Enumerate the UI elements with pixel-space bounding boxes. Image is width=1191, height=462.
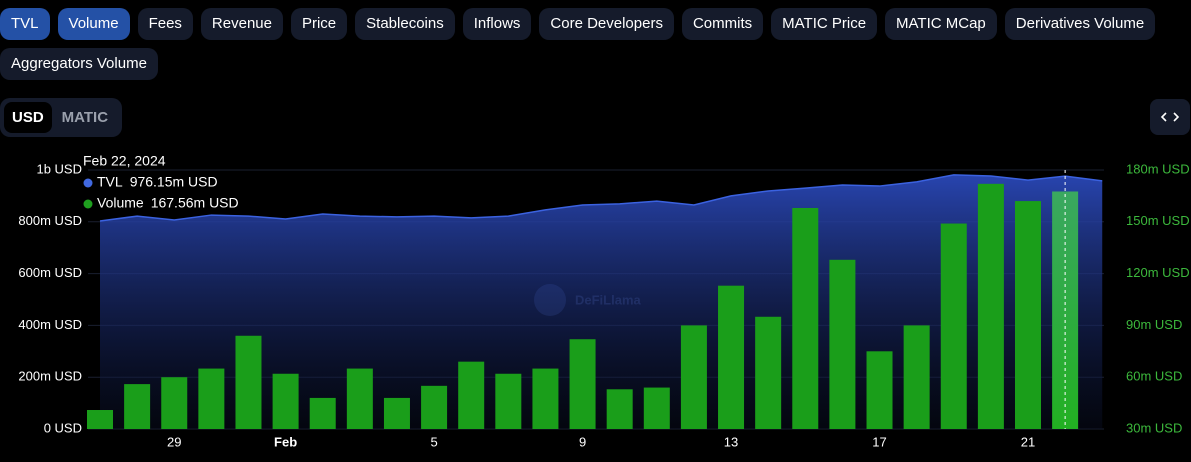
x-tick-label: 9 bbox=[579, 434, 586, 449]
y-tick-label: 1b USD bbox=[36, 161, 82, 176]
volume-bar bbox=[495, 373, 522, 429]
y2-tick-label: 150m USD bbox=[1126, 213, 1190, 228]
volume-bar bbox=[866, 351, 893, 429]
volume-bar bbox=[161, 377, 188, 429]
tab[interactable]: Derivatives Volume bbox=[1004, 8, 1156, 40]
volume-bar bbox=[458, 361, 485, 429]
volume-bar bbox=[606, 389, 633, 429]
x-tick-label: 17 bbox=[872, 434, 886, 449]
y-tick-label: 600m USD bbox=[18, 265, 82, 280]
x-tick-label: 21 bbox=[1021, 434, 1035, 449]
y2-tick-label: 120m USD bbox=[1126, 265, 1190, 280]
volume-bar bbox=[940, 223, 967, 429]
tooltip-dot bbox=[83, 178, 93, 188]
y-tick-label: 200m USD bbox=[18, 369, 82, 384]
toggle-option[interactable]: MATIC bbox=[61, 109, 109, 126]
y2-tick-label: 180m USD bbox=[1126, 161, 1190, 176]
toggle-option[interactable]: USD bbox=[4, 102, 52, 133]
tvl-line bbox=[99, 174, 1103, 222]
y2-tick-label: 90m USD bbox=[1126, 317, 1182, 332]
volume-bar bbox=[235, 335, 262, 429]
x-tick-label: Feb bbox=[274, 434, 297, 449]
volume-bar bbox=[309, 397, 336, 429]
tab[interactable]: TVL bbox=[0, 8, 50, 40]
volume-bar bbox=[124, 384, 151, 429]
tab[interactable]: Inflows bbox=[462, 8, 532, 40]
y2-tick-label: 60m USD bbox=[1126, 369, 1182, 384]
tab[interactable]: MATIC MCap bbox=[885, 8, 997, 40]
volume-bar bbox=[383, 397, 410, 429]
tab[interactable]: Volume bbox=[57, 8, 130, 40]
tab[interactable]: Commits bbox=[681, 8, 764, 40]
volume-bar bbox=[792, 207, 819, 429]
tooltip-value: 976.15m USD bbox=[130, 174, 218, 190]
tooltip-value: 167.56m USD bbox=[151, 195, 239, 211]
tab[interactable]: Aggregators Volume bbox=[0, 48, 158, 80]
volume-bar bbox=[680, 325, 707, 429]
volume-bar bbox=[346, 368, 373, 429]
volume-bar bbox=[643, 387, 670, 429]
embed-icon bbox=[1160, 112, 1180, 122]
y-tick-label: 0 USD bbox=[44, 420, 82, 435]
x-tick-label: 13 bbox=[724, 434, 738, 449]
tooltip-dot bbox=[83, 199, 93, 209]
volume-bar bbox=[903, 325, 930, 429]
volume-bar bbox=[755, 316, 782, 429]
volume-bar bbox=[977, 183, 1004, 429]
y2-tick-label: 30m USD bbox=[1126, 420, 1182, 435]
tab[interactable]: Price bbox=[290, 8, 348, 40]
y-tick-label: 800m USD bbox=[18, 213, 82, 228]
x-tick-label: 5 bbox=[430, 434, 437, 449]
tab-bar: TVL Volume Fees Revenue Price Stablecoins Infl… bbox=[0, 8, 1191, 80]
currency-toggle: USD MATIC bbox=[0, 98, 123, 137]
tab[interactable]: Fees bbox=[137, 8, 193, 40]
tab[interactable]: Core Developers bbox=[539, 8, 674, 40]
volume-bar bbox=[272, 373, 299, 429]
tab[interactable]: MATIC Price bbox=[771, 8, 878, 40]
tooltip-date: Feb 22, 2024 bbox=[83, 153, 166, 169]
volume-bar bbox=[718, 285, 745, 429]
volume-bar bbox=[829, 259, 856, 429]
tooltip-name: Volume bbox=[97, 195, 144, 211]
volume-bar bbox=[569, 339, 596, 429]
volume-bar bbox=[87, 410, 113, 429]
volume-bar bbox=[421, 385, 448, 429]
volume-bar bbox=[532, 368, 559, 429]
x-tick-label: 29 bbox=[167, 434, 181, 449]
tab[interactable]: Revenue bbox=[200, 8, 283, 40]
tab[interactable]: Stablecoins bbox=[355, 8, 455, 40]
y-tick-label: 400m USD bbox=[18, 317, 82, 332]
volume-bar bbox=[198, 368, 225, 429]
tooltip-name: TVL bbox=[97, 174, 123, 190]
embed-button[interactable] bbox=[1150, 99, 1190, 135]
volume-bar bbox=[1015, 201, 1041, 429]
